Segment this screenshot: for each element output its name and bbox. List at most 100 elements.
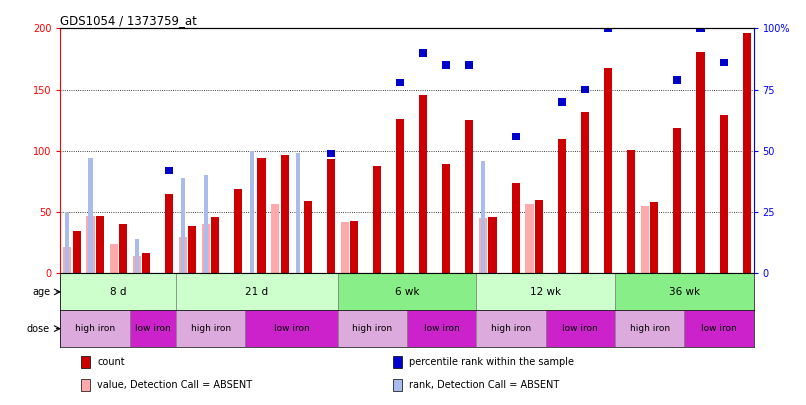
- Bar: [89, 158, 93, 273]
- Bar: [165, 167, 173, 174]
- Bar: [720, 115, 728, 273]
- Bar: [181, 178, 185, 273]
- Text: 12 wk: 12 wk: [530, 287, 561, 297]
- Text: 6 wk: 6 wk: [395, 287, 419, 297]
- Bar: [396, 119, 404, 273]
- Bar: [512, 183, 520, 273]
- Text: 36 wk: 36 wk: [669, 287, 700, 297]
- Bar: [476, 310, 546, 347]
- Bar: [742, 33, 750, 273]
- Bar: [512, 132, 520, 140]
- Bar: [257, 158, 265, 273]
- Bar: [488, 217, 496, 273]
- Bar: [188, 226, 196, 273]
- Text: high iron: high iron: [190, 324, 231, 333]
- Bar: [650, 202, 659, 273]
- Bar: [86, 216, 94, 273]
- Bar: [272, 204, 280, 273]
- Bar: [135, 239, 139, 273]
- Text: percentile rank within the sample: percentile rank within the sample: [409, 357, 574, 367]
- Bar: [604, 68, 612, 273]
- Text: high iron: high iron: [75, 324, 115, 333]
- Bar: [250, 151, 254, 273]
- Bar: [373, 166, 381, 273]
- Bar: [558, 98, 566, 106]
- Bar: [673, 128, 681, 273]
- Bar: [419, 49, 427, 57]
- Bar: [297, 153, 301, 273]
- Bar: [176, 310, 245, 347]
- Bar: [280, 155, 289, 273]
- Bar: [696, 51, 704, 273]
- Text: dose: dose: [27, 324, 50, 334]
- Bar: [326, 150, 334, 157]
- Bar: [81, 356, 90, 368]
- Bar: [142, 253, 150, 273]
- Bar: [526, 204, 534, 273]
- Bar: [64, 247, 72, 273]
- Text: value, Detection Call = ABSENT: value, Detection Call = ABSENT: [98, 380, 252, 390]
- Bar: [442, 62, 451, 69]
- Bar: [627, 150, 635, 273]
- Bar: [133, 256, 141, 273]
- Text: 21 d: 21 d: [245, 287, 268, 297]
- Text: low iron: low iron: [701, 324, 737, 333]
- Bar: [73, 230, 81, 273]
- Text: low iron: low iron: [424, 324, 459, 333]
- Bar: [165, 194, 173, 273]
- Text: GDS1054 / 1373759_at: GDS1054 / 1373759_at: [60, 14, 197, 27]
- Bar: [338, 310, 407, 347]
- Bar: [615, 310, 684, 347]
- Text: high iron: high iron: [491, 324, 531, 333]
- Bar: [465, 120, 473, 273]
- Bar: [684, 310, 754, 347]
- Bar: [326, 160, 334, 273]
- Bar: [110, 244, 118, 273]
- Bar: [393, 356, 402, 368]
- Bar: [179, 237, 187, 273]
- Bar: [696, 25, 704, 32]
- Bar: [442, 164, 451, 273]
- Bar: [304, 201, 312, 273]
- Bar: [204, 175, 208, 273]
- Bar: [235, 189, 243, 273]
- Bar: [407, 310, 476, 347]
- Bar: [211, 217, 219, 273]
- Bar: [480, 218, 488, 273]
- Text: 8 d: 8 d: [110, 287, 127, 297]
- Bar: [581, 112, 589, 273]
- Text: rank, Detection Call = ABSENT: rank, Detection Call = ABSENT: [409, 380, 559, 390]
- Bar: [419, 94, 427, 273]
- Bar: [60, 310, 130, 347]
- Bar: [615, 273, 754, 310]
- Text: low iron: low iron: [135, 324, 171, 333]
- Bar: [81, 379, 90, 391]
- Bar: [558, 139, 566, 273]
- Bar: [341, 222, 349, 273]
- Bar: [465, 62, 473, 69]
- Bar: [396, 79, 404, 86]
- Bar: [245, 310, 338, 347]
- Text: high iron: high iron: [352, 324, 393, 333]
- Bar: [604, 25, 612, 32]
- Bar: [476, 273, 615, 310]
- Bar: [393, 379, 402, 391]
- Bar: [118, 224, 127, 273]
- Bar: [350, 221, 358, 273]
- Bar: [338, 273, 476, 310]
- Bar: [130, 310, 176, 347]
- Text: high iron: high iron: [629, 324, 670, 333]
- Text: age: age: [32, 287, 50, 297]
- Bar: [202, 224, 210, 273]
- Text: count: count: [98, 357, 125, 367]
- Bar: [720, 59, 728, 66]
- Bar: [96, 216, 104, 273]
- Bar: [641, 206, 649, 273]
- Bar: [581, 86, 589, 93]
- Bar: [742, 10, 750, 17]
- Bar: [546, 310, 615, 347]
- Bar: [481, 161, 485, 273]
- Bar: [60, 273, 176, 310]
- Text: low iron: low iron: [563, 324, 598, 333]
- Bar: [673, 76, 681, 83]
